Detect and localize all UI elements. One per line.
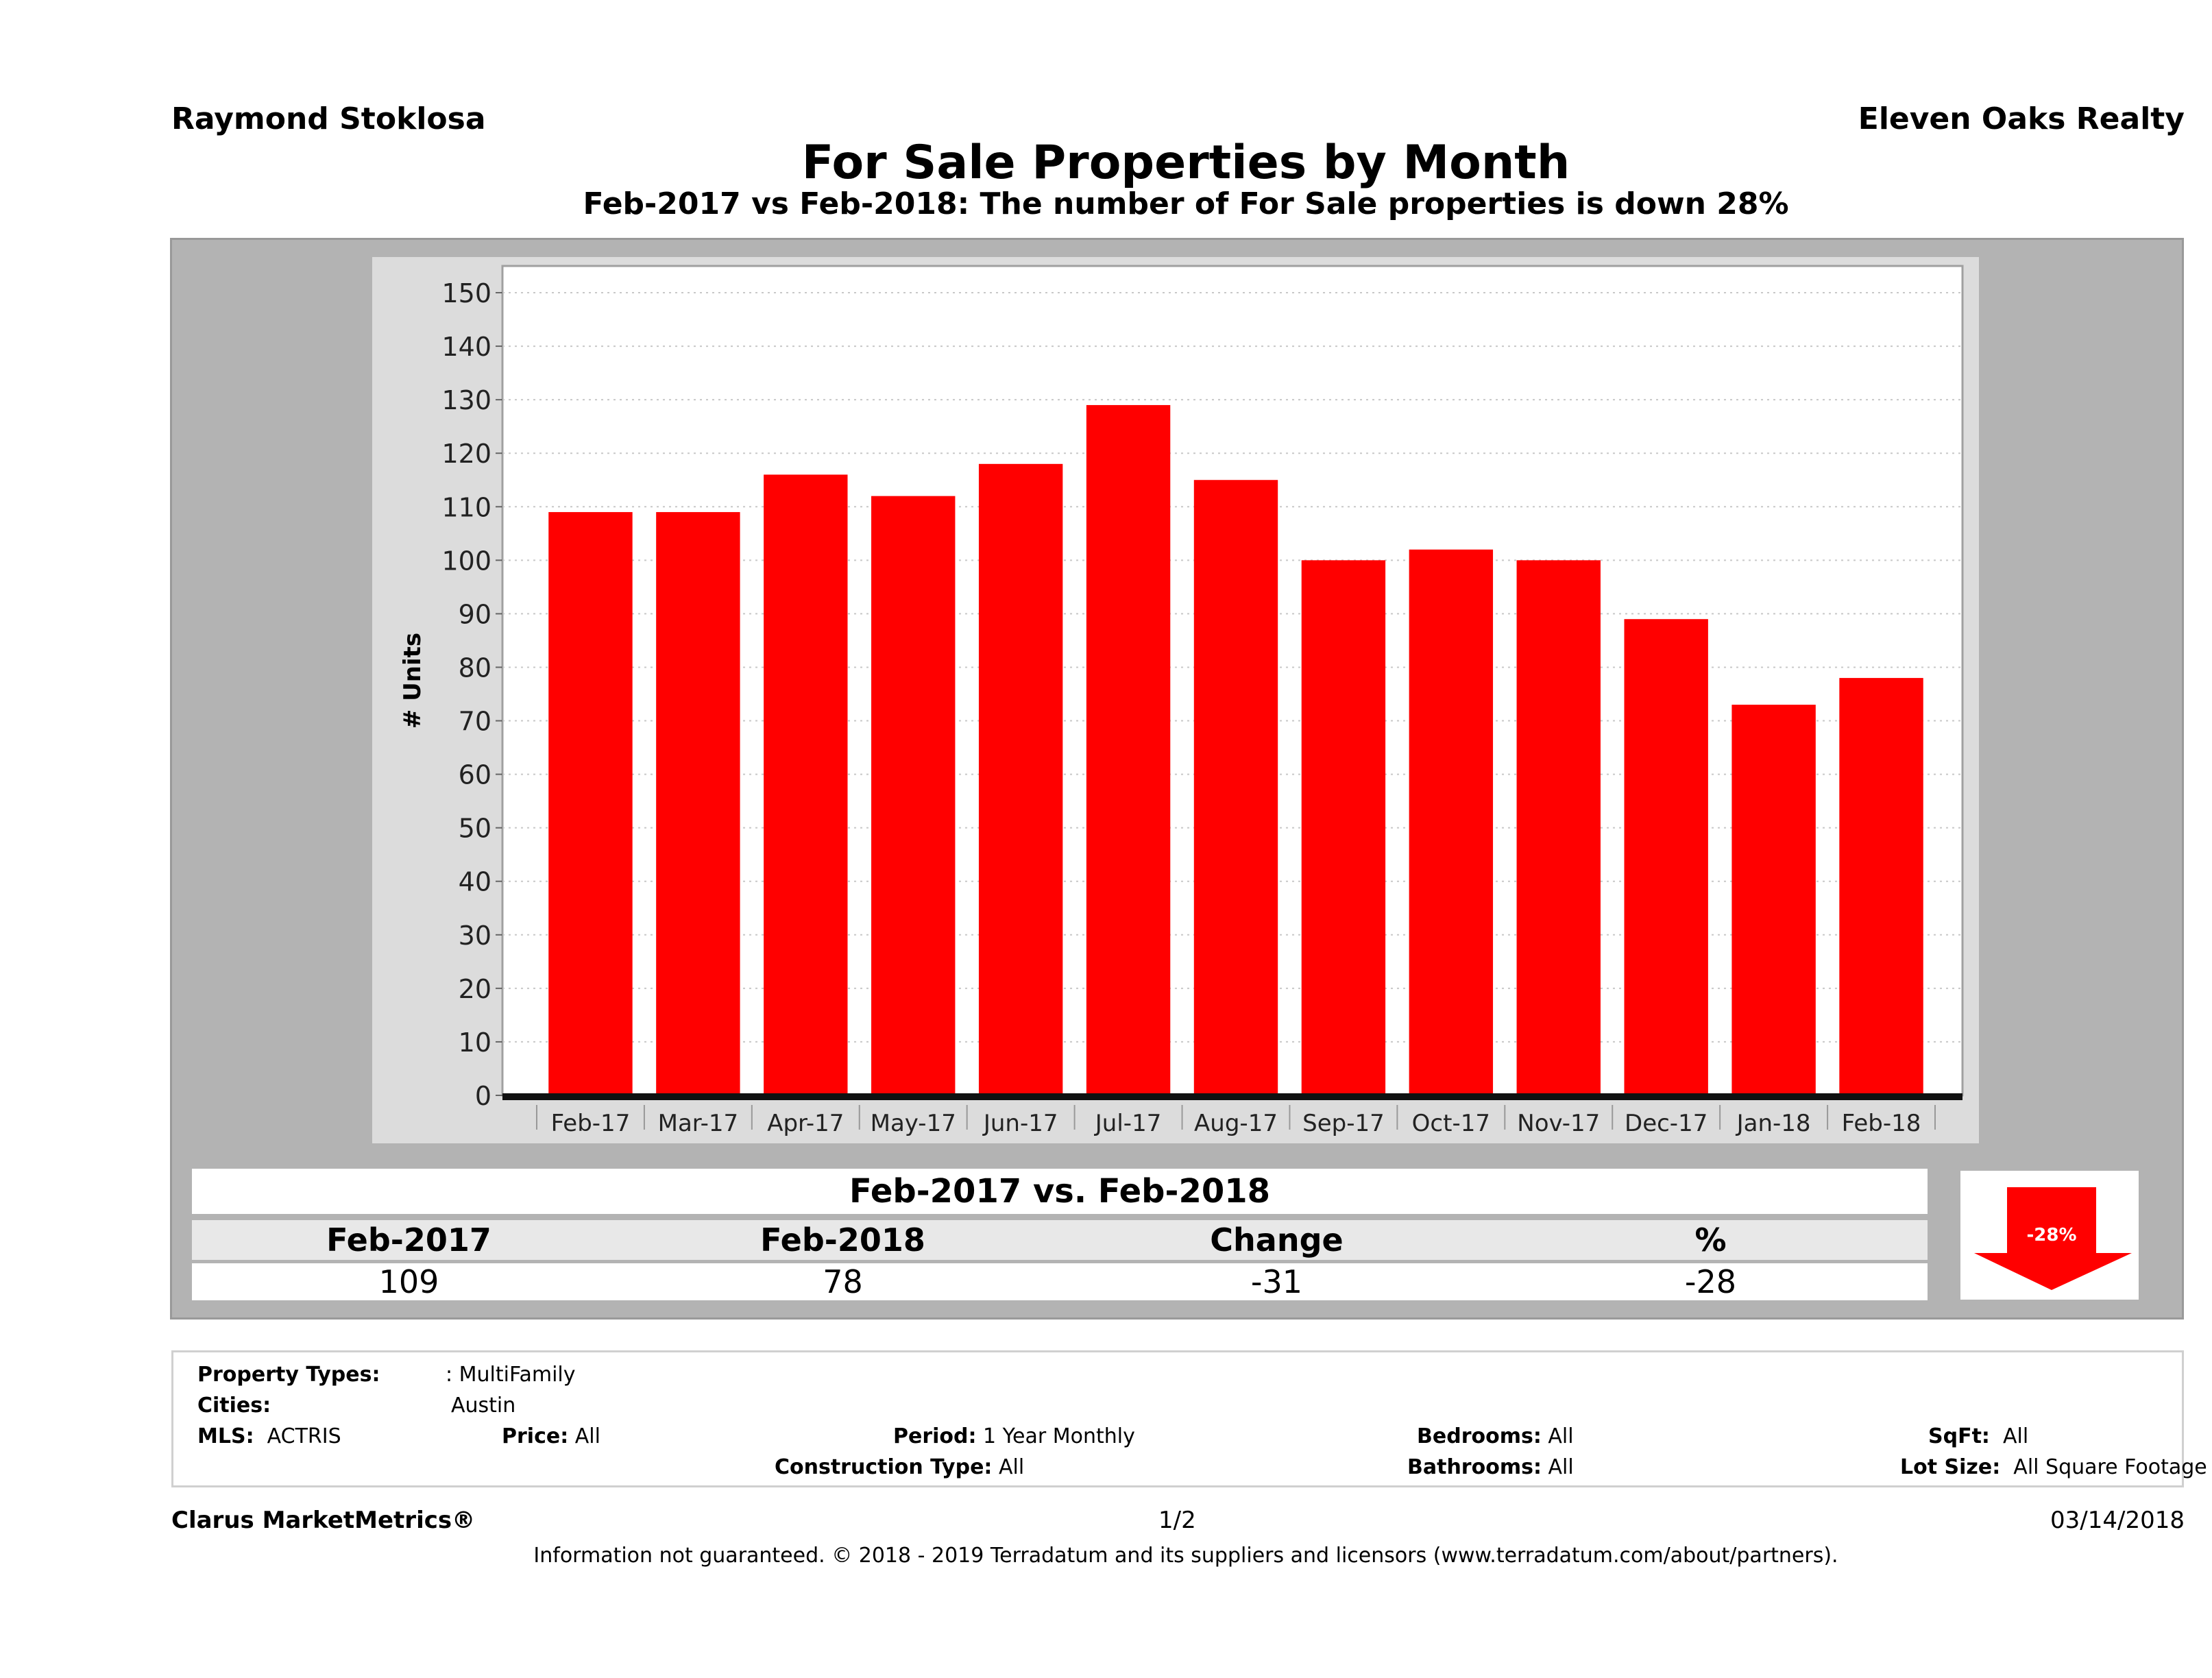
summary-header-change: Change [1060, 1220, 1494, 1260]
criteria-mls: MLS: ACTRIS [197, 1424, 341, 1448]
criteria-period: Period: 1 Year Monthly [893, 1424, 1135, 1448]
y-tick-label: 40 [459, 867, 491, 897]
x-tick-label: Jan-18 [1736, 1110, 1811, 1137]
bar-dec-17 [1624, 619, 1708, 1095]
criteria-box [171, 1350, 2184, 1487]
criteria-property-types-label: Property Types: [197, 1363, 380, 1387]
x-tick-label: Dec-17 [1625, 1110, 1707, 1137]
criteria-cities-value: Austin [451, 1394, 516, 1418]
criteria-price: Price: All [502, 1424, 600, 1448]
bar-may-17 [871, 496, 956, 1095]
criteria-construction-type: Construction Type: All [775, 1455, 1025, 1479]
bar-mar-17 [656, 512, 740, 1095]
y-tick-label: 110 [441, 492, 491, 522]
y-tick-label: 90 [459, 599, 491, 629]
down-arrow-icon: -28% [1974, 1187, 2132, 1290]
summary-value-feb2017: 109 [192, 1263, 626, 1300]
criteria-sqft: SqFt: All [1928, 1424, 2029, 1448]
report-date: 03/14/2018 [2050, 1507, 2185, 1534]
criteria-property-types-value: : MultiFamily [446, 1363, 576, 1387]
summary-header-feb2018: Feb-2018 [626, 1220, 1060, 1260]
page-title: For Sale Properties by Month [801, 136, 1570, 190]
x-tick-label: Nov-17 [1517, 1110, 1600, 1137]
page-number: 1/2 [1158, 1507, 1196, 1534]
criteria-bathrooms: Bathrooms: All [1407, 1455, 1574, 1479]
y-tick-label: 150 [441, 278, 491, 308]
disclaimer: Information not guaranteed. © 2018 - 201… [533, 1544, 1838, 1568]
badge-label: -28% [2026, 1225, 2076, 1245]
x-tick-label: Aug-17 [1194, 1110, 1278, 1137]
summary-header-feb2017: Feb-2017 [192, 1220, 626, 1260]
criteria-bedrooms: Bedrooms: All [1417, 1424, 1574, 1448]
product-name: Clarus MarketMetrics® [171, 1507, 476, 1534]
x-tick-label: Jul-17 [1094, 1110, 1162, 1137]
bar-feb-18 [1839, 678, 1923, 1095]
bar-chart: 0 10 20 30 40 50 60 70 80 90 100 110 120 130 140 150 # U… [399, 265, 1964, 1137]
bar-aug-17 [1193, 480, 1278, 1095]
criteria-cities-label: Cities: [197, 1394, 271, 1418]
bar-feb-17 [548, 512, 633, 1095]
criteria-lot-size: Lot Size: All Square Footage [1900, 1455, 2207, 1479]
summary-value-feb2018: 78 [626, 1263, 1060, 1300]
y-tick-label: 0 [475, 1081, 491, 1111]
bar-jul-17 [1086, 404, 1171, 1095]
page-subtitle: Feb-2017 vs Feb-2018: The number of For … [583, 186, 1789, 221]
y-tick-label: 70 [459, 707, 491, 737]
summary-value-percent: -28 [1494, 1263, 1928, 1300]
y-tick-label: 50 [459, 814, 491, 844]
x-tick-label: Sep-17 [1302, 1110, 1385, 1137]
change-badge: -28% [1960, 1171, 2139, 1300]
y-tick-label: 120 [441, 439, 491, 469]
x-tick-label: Feb-18 [1842, 1110, 1921, 1137]
summary-value-change: -31 [1060, 1263, 1494, 1300]
bar-jan-18 [1731, 705, 1816, 1095]
summary-header-percent: % [1494, 1220, 1928, 1260]
x-tick-label: Oct-17 [1412, 1110, 1490, 1137]
x-tick-label: Apr-17 [767, 1110, 844, 1137]
agent-name: Raymond Stoklosa [171, 101, 486, 136]
y-tick-label: 10 [459, 1028, 491, 1058]
y-tick-label: 80 [459, 653, 491, 683]
y-tick-label: 20 [459, 974, 491, 1004]
y-axis-label: # Units [399, 633, 426, 729]
x-tick-label: Feb-17 [551, 1110, 631, 1137]
y-tick-label: 60 [459, 760, 491, 790]
y-tick-label: 100 [441, 546, 491, 576]
x-tick-label: Mar-17 [658, 1110, 739, 1137]
summary-title: Feb-2017 vs. Feb-2018 [192, 1169, 1928, 1214]
bar-jun-17 [978, 463, 1063, 1095]
bar-nov-17 [1516, 560, 1601, 1095]
y-tick-label: 30 [459, 921, 491, 951]
x-tick-label: Jun-17 [982, 1110, 1058, 1137]
y-tick-label: 140 [441, 332, 491, 362]
bar-apr-17 [764, 474, 848, 1095]
brokerage-name: Eleven Oaks Realty [1858, 101, 2185, 136]
bar-sep-17 [1301, 560, 1386, 1095]
bar-oct-17 [1409, 549, 1494, 1095]
y-tick-label: 130 [441, 385, 491, 415]
x-tick-label: May-17 [871, 1110, 956, 1137]
